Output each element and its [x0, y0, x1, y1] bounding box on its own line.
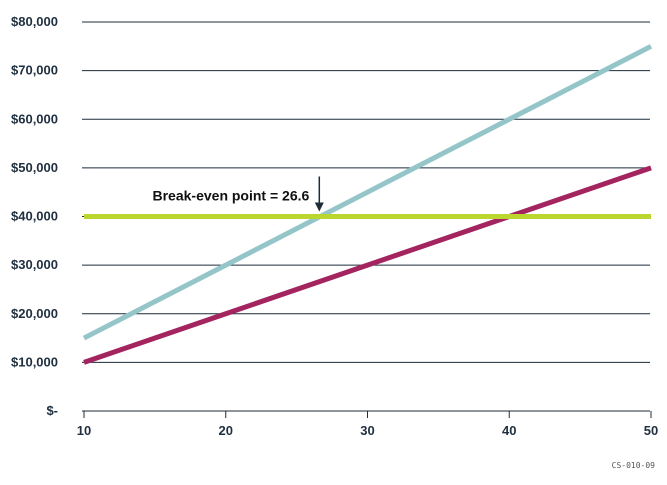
x-tick-label: 20 — [219, 423, 233, 438]
x-tick-label: 50 — [644, 423, 658, 438]
y-tick-label: $40,000 — [11, 209, 58, 224]
y-tick-label: $- — [46, 403, 58, 418]
series-line-1 — [82, 44, 653, 341]
y-tick-label: $80,000 — [11, 14, 58, 29]
y-tick-label: $10,000 — [11, 354, 58, 369]
y-tick-label: $30,000 — [11, 257, 58, 272]
annotation-arrow-head — [314, 202, 324, 212]
figure-code: CS-010-09 — [612, 461, 656, 470]
break-even-annotation: Break-even point = 26.6 — [153, 176, 324, 212]
y-tick-label: $60,000 — [11, 111, 58, 126]
x-tick-label: 30 — [360, 423, 374, 438]
y-tick-label: $50,000 — [11, 160, 58, 175]
x-tick-label: 10 — [77, 423, 91, 438]
y-axis-tick-labels: $- $10,000 $20,000 $30,000 $40,000 $50,000 $60… — [11, 14, 58, 418]
series-lines — [82, 44, 653, 365]
y-tick-label: $70,000 — [11, 63, 58, 78]
annotation-label: Break-even point = 26.6 — [153, 188, 310, 204]
x-axis: 10 20 30 40 50 — [77, 411, 658, 438]
series-line-2 — [83, 165, 652, 365]
y-tick-label: $20,000 — [11, 306, 58, 321]
x-tick-label: 40 — [502, 423, 516, 438]
